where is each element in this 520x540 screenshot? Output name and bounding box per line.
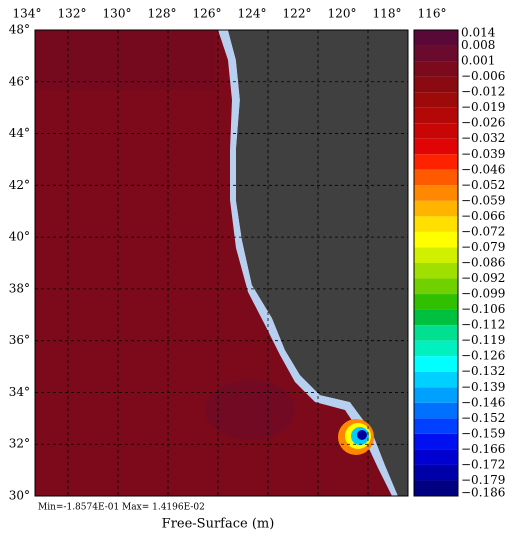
colorbar-cell [414, 45, 458, 62]
longitude-label: 128° [148, 7, 177, 21]
colorbar-cell [414, 107, 458, 124]
colorbar-label: −0.052 [461, 178, 505, 192]
colorbar-cell [414, 61, 458, 77]
latitude-label: 36° [9, 333, 30, 347]
colorbar-label: −0.019 [461, 100, 505, 114]
colorbar-cell [414, 185, 458, 201]
colorbar-label: −0.159 [461, 426, 505, 440]
colorbar-cell [414, 371, 458, 388]
colorbar-cell [414, 231, 458, 248]
latitude-label: 48° [9, 23, 30, 37]
colorbar-cell [414, 154, 458, 170]
longitude-label: 130° [103, 7, 132, 21]
colorbar-label: −0.179 [461, 473, 505, 487]
longitude-label: 132° [58, 7, 87, 21]
colorbar-cell [414, 464, 458, 481]
colorbar-label: −0.172 [461, 457, 505, 471]
longitude-label: 116° [418, 7, 447, 21]
colorbar-cell [414, 278, 458, 295]
colorbar-label: −0.092 [461, 271, 505, 285]
colorbar-cell [414, 123, 458, 139]
stats-text: Min=-1.8574E-01 Max= 1.4196E-02 [38, 503, 205, 513]
colorbar-cell [414, 92, 458, 108]
colorbar-cell [414, 418, 458, 434]
colorbar-cell [414, 30, 458, 46]
coast-strip [218, 30, 398, 496]
colorbar-label: −0.139 [461, 380, 505, 394]
latitude-label: 32° [9, 437, 30, 451]
latitude-label: 42° [9, 178, 30, 192]
map-frame [34, 29, 409, 497]
colorbar-label: −0.026 [461, 116, 505, 130]
graticule [35, 30, 408, 496]
colorbar-cell [414, 325, 458, 341]
colorbar-label: −0.079 [461, 240, 505, 254]
colorbar-label: −0.186 [461, 486, 505, 500]
colorbar-label: −0.012 [461, 85, 505, 99]
colorbar-label: −0.032 [461, 131, 505, 145]
colorbar-label: −0.006 [461, 69, 505, 83]
latitude-label: 46° [9, 74, 30, 88]
colorbar-label: −0.119 [461, 333, 505, 347]
colorbar-label: −0.059 [461, 193, 505, 207]
longitude-label: 122° [283, 7, 312, 21]
colorbar-cell [414, 387, 458, 403]
colorbar-cell [414, 294, 458, 310]
colorbar-cell [414, 76, 458, 93]
colorbar-cell [414, 169, 458, 186]
colorbar-label: −0.152 [461, 411, 505, 425]
latitude-label: 30° [9, 489, 30, 503]
colorbar-cell [414, 356, 458, 372]
colorbar-frame [413, 29, 459, 497]
colorbar-label: 0.008 [461, 38, 495, 52]
latitude-label: 44° [9, 126, 30, 140]
colorbar-cell [414, 263, 458, 279]
colorbar-label: −0.072 [461, 224, 505, 238]
colorbar-label: 0.001 [461, 54, 495, 68]
colorbar-label: 0.014 [461, 26, 496, 40]
colorbar-cell [414, 402, 458, 419]
colorbar-label: −0.126 [461, 349, 505, 363]
colorbar-label: −0.146 [461, 395, 505, 409]
land [228, 30, 408, 496]
colorbar-label: −0.086 [461, 256, 505, 270]
longitude-label: 120° [328, 7, 357, 21]
colorbar-label: −0.112 [461, 318, 505, 332]
colorbar-label: −0.039 [461, 147, 505, 161]
anomaly [357, 430, 367, 440]
colorbar-label: −0.132 [461, 364, 505, 378]
colorbar-label: −0.066 [461, 209, 505, 223]
longitude-label: 126° [193, 7, 222, 21]
colorbar-cell [414, 340, 458, 357]
field-shade [205, 380, 295, 440]
colorbar-cell [414, 480, 458, 496]
colorbar-cell [414, 449, 458, 465]
latitude-label: 40° [9, 230, 30, 244]
field-shade [35, 30, 215, 90]
colorbar-label: −0.046 [461, 162, 505, 176]
colorbar-cell [414, 247, 458, 263]
colorbar: 0.0140.0080.001−0.006−0.012−0.019−0.026−… [413, 26, 505, 500]
colorbar-label: −0.106 [461, 302, 505, 316]
colorbar-cell [414, 309, 458, 326]
colorbar-cell [414, 200, 458, 217]
longitude-label: 118° [373, 7, 402, 21]
axis-labels: 134° 132° 130° 128° 126° 124° 122° 120° 118° 116°… [9, 7, 447, 503]
colorbar-label: −0.166 [461, 442, 505, 456]
latitude-label: 34° [9, 385, 30, 399]
map-title: Free-Surface (m) [162, 517, 275, 532]
colorbar-cell [414, 138, 458, 155]
colorbar-cell [414, 433, 458, 450]
longitude-label: 124° [238, 7, 267, 21]
colorbar-cell [414, 216, 458, 232]
colorbar-label: −0.099 [461, 287, 505, 301]
latitude-label: 38° [9, 281, 30, 295]
longitude-label: 134° [13, 7, 42, 21]
